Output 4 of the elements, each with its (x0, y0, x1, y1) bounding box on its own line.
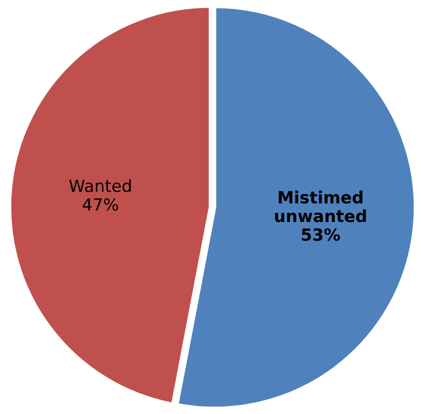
data-label: 47% (82, 198, 118, 211)
slice-label: Wanted (69, 179, 131, 192)
slice-label: Mistimed unwanted (275, 190, 366, 222)
data-label: 53% (302, 228, 340, 241)
